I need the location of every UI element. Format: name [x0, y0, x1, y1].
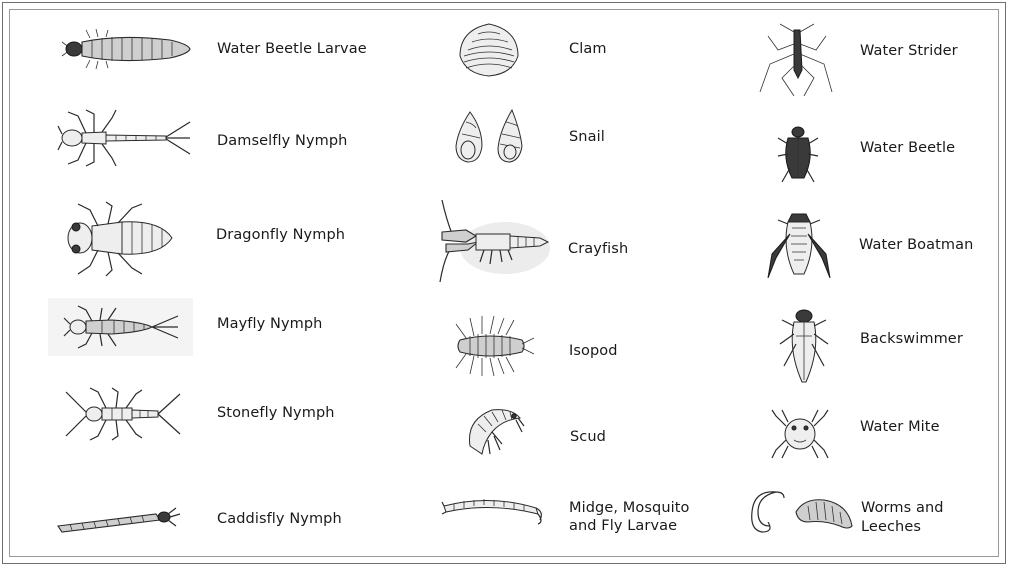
label-crayfish: Crayfish: [568, 241, 629, 257]
label-isopod: Isopod: [569, 343, 618, 359]
stonefly-nymph-icon: [65, 387, 181, 441]
crayfish-icon: [439, 199, 550, 282]
clam-icon: [459, 23, 519, 77]
label-dragonfly-nymph: Dragonfly Nymph: [216, 227, 346, 243]
worms-leeches-icon: [751, 491, 853, 533]
damselfly-nymph-icon: [57, 109, 191, 167]
label-clam: Clam: [569, 41, 607, 57]
label-damselfly-nymph: Damselfly Nymph: [217, 133, 348, 149]
caddisfly-nymph-icon: [57, 507, 181, 533]
label-water-strider: Water Strider: [860, 43, 958, 59]
label-midge-line2: and Fly Larvae: [569, 518, 678, 534]
label-mayfly-nymph: Mayfly Nymph: [217, 316, 323, 332]
water-strider-icon: [759, 23, 833, 97]
water-beetle-larvae-icon: [61, 28, 191, 70]
label-water-beetle: Water Beetle: [860, 140, 956, 156]
label-stonefly-nymph: Stonefly Nymph: [217, 405, 335, 421]
label-water-boatman: Water Boatman: [859, 237, 974, 253]
label-caddisfly-nymph: Caddisfly Nymph: [217, 511, 342, 527]
inner-border: [9, 9, 999, 557]
scud-icon: [468, 409, 525, 455]
mayfly-nymph-icon: [63, 305, 179, 349]
water-beetle-icon: [777, 126, 819, 183]
label-water-mite: Water Mite: [860, 419, 940, 435]
midge-larvae-icon: [441, 499, 542, 525]
dragonfly-nymph-icon: [67, 201, 173, 277]
water-boatman-icon: [767, 213, 831, 279]
label-scud: Scud: [570, 429, 606, 445]
label-worms-line1: Worms and: [861, 500, 944, 516]
backswimmer-icon: [779, 309, 829, 383]
isopod-icon: [455, 315, 535, 377]
label-worms-line2: Leeches: [861, 519, 922, 535]
label-backswimmer: Backswimmer: [860, 331, 963, 347]
snail-icon: [455, 108, 523, 163]
label-midge-line1: Midge, Mosquito: [569, 500, 690, 516]
water-mite-icon: [771, 409, 829, 459]
label-water-beetle-larvae: Water Beetle Larvae: [217, 41, 367, 57]
label-snail: Snail: [569, 129, 605, 145]
